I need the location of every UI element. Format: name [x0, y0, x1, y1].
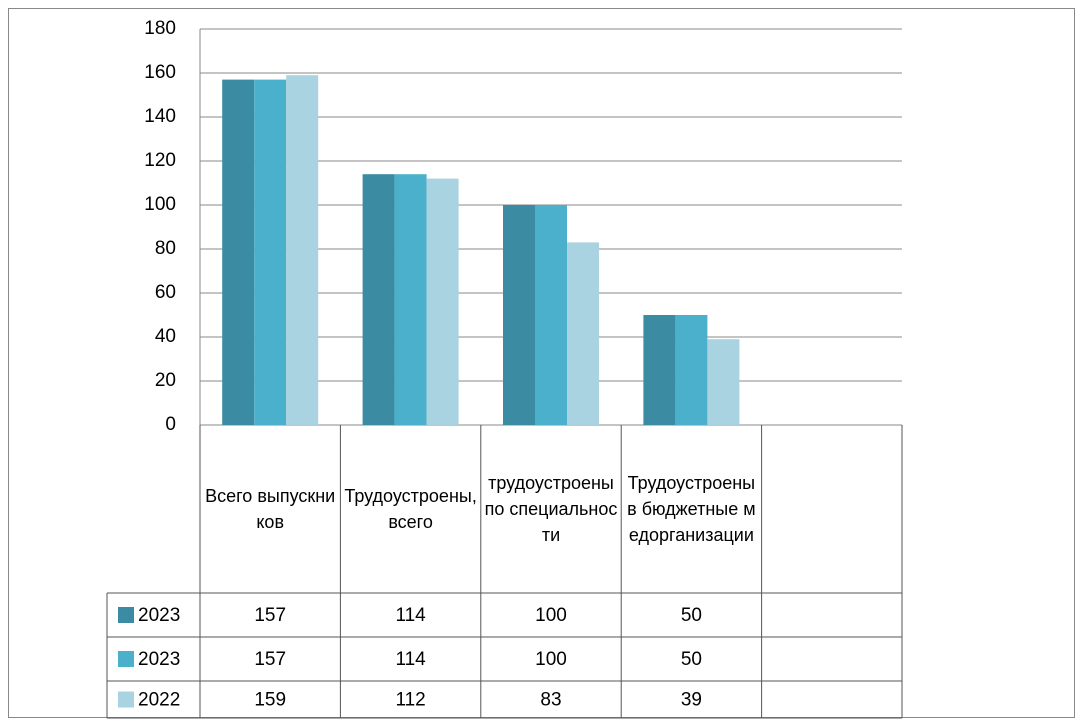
y-tick-label: 80: [155, 238, 176, 259]
bar: [503, 205, 535, 425]
x-tick-label: Трудоустроены в бюджетные медорганизации: [627, 473, 756, 545]
x-tick-label: [763, 429, 901, 589]
legend-swatch: [118, 651, 134, 667]
x-tick-label: Трудоустроены, всего: [344, 486, 477, 532]
bar: [222, 79, 255, 425]
y-tick-label: 60: [155, 282, 176, 303]
bar: [254, 79, 287, 425]
bar: [643, 315, 676, 425]
y-tick-label: 40: [155, 326, 176, 347]
bar: [567, 242, 599, 425]
y-tick-label: 120: [144, 150, 176, 171]
bar: [535, 205, 567, 425]
y-tick-label: 0: [165, 414, 176, 435]
table-value: 50: [681, 605, 702, 626]
legend-label: 2023: [138, 649, 180, 670]
bar: [394, 174, 427, 425]
y-tick-label: 100: [144, 194, 176, 215]
table-value: 39: [681, 690, 702, 711]
table-value: 157: [254, 649, 286, 670]
legend-swatch: [118, 691, 134, 708]
table-value: 114: [395, 649, 426, 670]
bar: [707, 339, 740, 425]
legend-label: 2022: [138, 690, 180, 711]
y-tick-label: 160: [144, 62, 176, 83]
bar: [362, 174, 395, 425]
bar: [286, 75, 319, 425]
bar: [675, 315, 708, 425]
table-value: 100: [535, 605, 567, 626]
table-value: 159: [254, 690, 286, 711]
table-value: 114: [395, 605, 426, 626]
table-value: 50: [681, 649, 702, 670]
y-tick-label: 20: [155, 370, 176, 391]
table-value: 157: [254, 605, 286, 626]
x-tick-label: трудоустроены по специальности: [484, 473, 618, 545]
table-value: 83: [540, 690, 561, 711]
y-tick-label: 140: [144, 106, 176, 127]
legend-label: 2023: [138, 605, 180, 626]
table-value: 100: [535, 649, 567, 670]
bar: [426, 178, 459, 425]
legend-swatch: [118, 607, 134, 623]
x-tick-label: Всего выпускников: [205, 486, 336, 532]
y-tick-label: 180: [144, 18, 176, 39]
table-value: 112: [395, 690, 425, 711]
